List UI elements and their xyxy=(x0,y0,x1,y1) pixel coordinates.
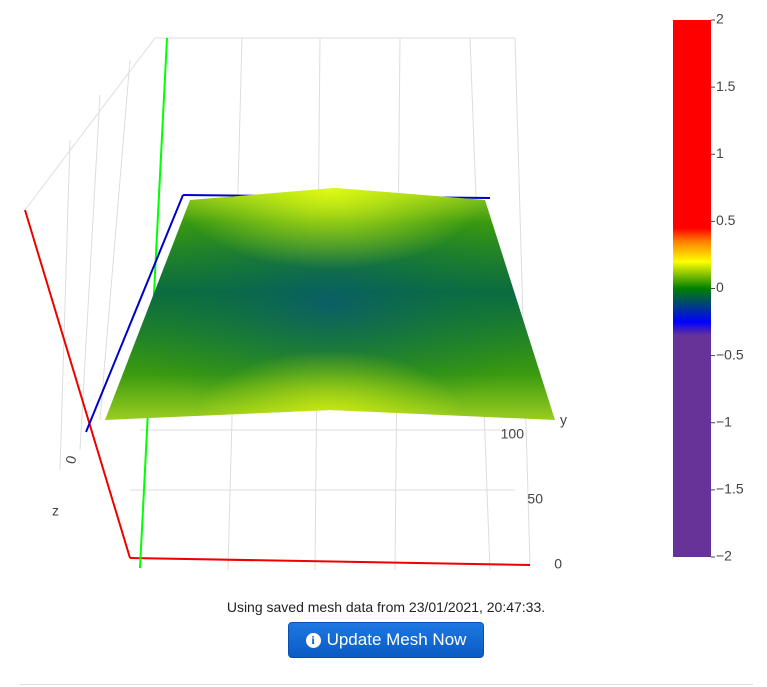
z-tick-label: 0 xyxy=(62,454,80,466)
y-tick-label: 100 xyxy=(501,426,525,442)
colorbar-tick-label: −1.5 xyxy=(716,481,744,497)
axis-title: y xyxy=(560,412,567,428)
colorbar-tick-label: −2 xyxy=(716,548,732,564)
y-tick-label: 0 xyxy=(554,556,562,572)
update-button[interactable]: i Update Mesh Now xyxy=(288,622,484,658)
surface-plot: y z 0 50 100 0 2 1.5 1 0.5 0 −0.5 −1 −1.5 −2 xyxy=(24,11,744,572)
colorbar xyxy=(673,20,711,557)
colorbar-tick-label: 1 xyxy=(716,145,724,161)
info-icon: i xyxy=(305,632,321,648)
colorbar-tick-label: 0 xyxy=(716,279,724,295)
surface xyxy=(105,188,555,420)
colorbar-tick-label: −0.5 xyxy=(716,346,744,362)
axis-line xyxy=(85,194,184,433)
divider xyxy=(20,684,753,685)
axis-title: z xyxy=(52,503,59,519)
colorbar-tick-label: 0.5 xyxy=(716,212,736,228)
axis-line xyxy=(129,557,531,566)
colorbar-tick-label: 2 xyxy=(716,11,724,27)
colorbar-tick-label: 1.5 xyxy=(716,78,736,94)
axis-line xyxy=(24,209,131,559)
y-tick-label: 50 xyxy=(527,491,543,507)
colorbar-tick-label: −1 xyxy=(716,413,732,429)
button-label: Update Mesh Now xyxy=(326,630,467,649)
status-text: Using saved mesh data from 23/01/2021, 2… xyxy=(226,599,546,615)
